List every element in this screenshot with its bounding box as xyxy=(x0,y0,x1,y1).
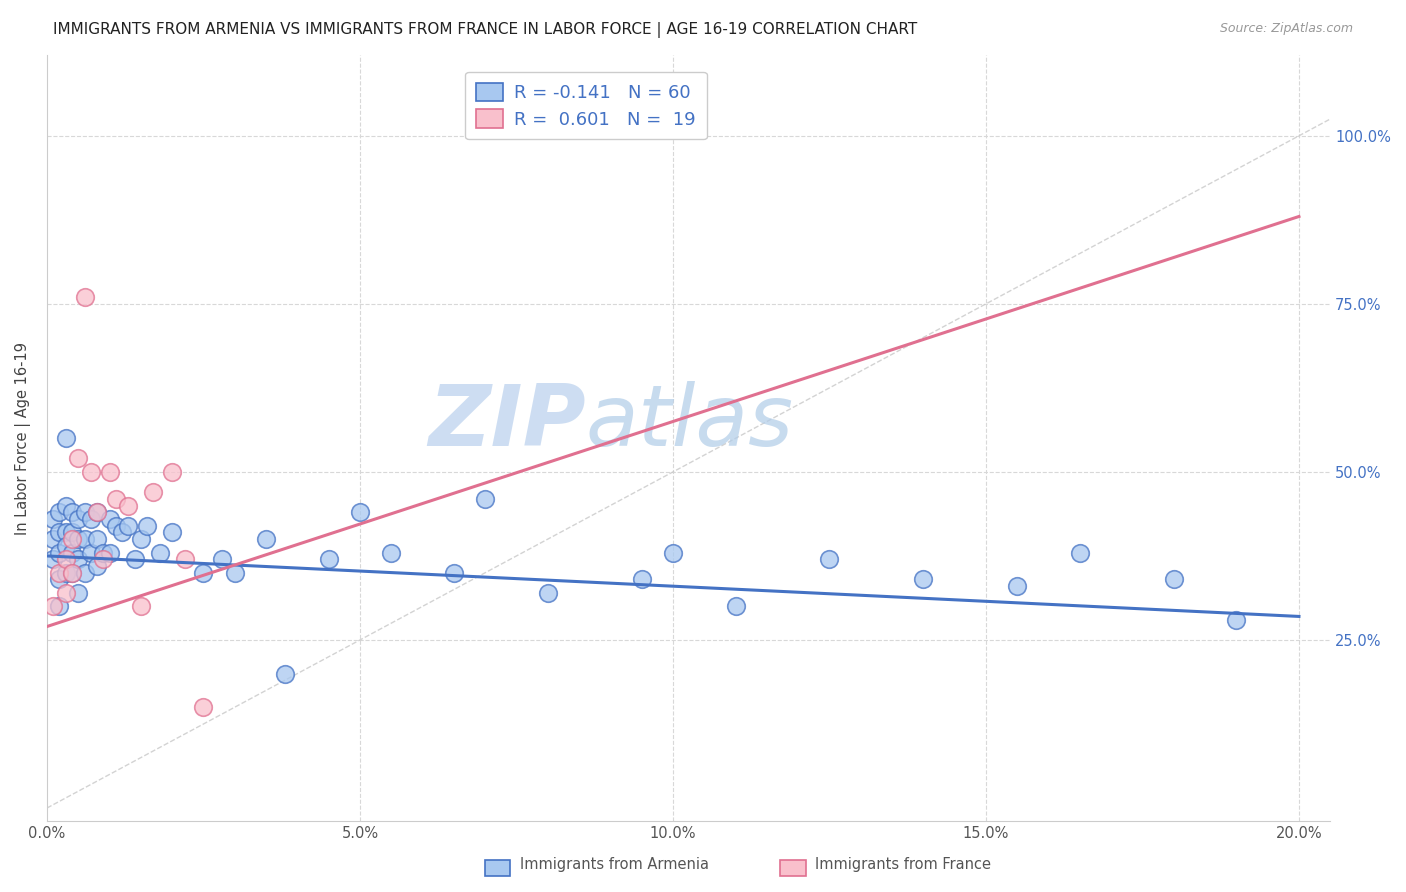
Point xyxy=(117,518,139,533)
Point xyxy=(42,512,65,526)
Point xyxy=(129,599,152,614)
Point xyxy=(193,566,215,580)
Point xyxy=(1069,545,1091,559)
Point xyxy=(537,586,560,600)
Point xyxy=(73,505,96,519)
Point xyxy=(55,566,77,580)
Point xyxy=(630,573,652,587)
Point xyxy=(662,545,685,559)
Point xyxy=(55,499,77,513)
Point xyxy=(98,465,121,479)
Point xyxy=(173,552,195,566)
Point xyxy=(67,512,90,526)
Point xyxy=(98,512,121,526)
Point xyxy=(60,532,83,546)
Text: IMMIGRANTS FROM ARMENIA VS IMMIGRANTS FROM FRANCE IN LABOR FORCE | AGE 16-19 COR: IMMIGRANTS FROM ARMENIA VS IMMIGRANTS FR… xyxy=(53,22,918,38)
Point xyxy=(91,545,114,559)
Point xyxy=(86,559,108,574)
Point xyxy=(117,499,139,513)
Point xyxy=(67,532,90,546)
Point xyxy=(55,552,77,566)
Point xyxy=(42,552,65,566)
Point xyxy=(818,552,841,566)
Point xyxy=(48,505,70,519)
Point xyxy=(1163,573,1185,587)
Point xyxy=(55,431,77,445)
Point xyxy=(160,525,183,540)
Point xyxy=(60,525,83,540)
Point xyxy=(60,545,83,559)
Point xyxy=(98,545,121,559)
Point xyxy=(380,545,402,559)
Y-axis label: In Labor Force | Age 16-19: In Labor Force | Age 16-19 xyxy=(15,342,31,535)
Point xyxy=(443,566,465,580)
Point xyxy=(124,552,146,566)
Legend: R = -0.141   N = 60, R =  0.601   N =  19: R = -0.141 N = 60, R = 0.601 N = 19 xyxy=(465,72,707,139)
Point xyxy=(318,552,340,566)
Point xyxy=(724,599,747,614)
Point xyxy=(73,566,96,580)
Point xyxy=(42,599,65,614)
Point xyxy=(73,532,96,546)
Point xyxy=(48,573,70,587)
Point xyxy=(48,599,70,614)
Point xyxy=(149,545,172,559)
Point xyxy=(142,485,165,500)
Point xyxy=(86,505,108,519)
Point xyxy=(42,532,65,546)
Point xyxy=(1225,613,1247,627)
Point xyxy=(193,700,215,714)
Point xyxy=(48,566,70,580)
Point xyxy=(48,545,70,559)
Point xyxy=(160,465,183,479)
Point xyxy=(1007,579,1029,593)
Point xyxy=(67,552,90,566)
Point xyxy=(48,525,70,540)
Point xyxy=(129,532,152,546)
Point xyxy=(86,532,108,546)
Point xyxy=(111,525,134,540)
Point xyxy=(211,552,233,566)
Point xyxy=(73,290,96,304)
Point xyxy=(91,552,114,566)
Point xyxy=(86,505,108,519)
Text: atlas: atlas xyxy=(586,382,794,465)
Point xyxy=(60,566,83,580)
Text: Immigrants from France: Immigrants from France xyxy=(815,857,991,872)
Point xyxy=(104,491,127,506)
Point xyxy=(67,586,90,600)
Point xyxy=(474,491,496,506)
Point xyxy=(55,586,77,600)
Point xyxy=(55,525,77,540)
Point xyxy=(274,666,297,681)
Point xyxy=(60,566,83,580)
Point xyxy=(136,518,159,533)
Point xyxy=(254,532,277,546)
Point xyxy=(80,545,103,559)
Point xyxy=(55,539,77,553)
Point xyxy=(349,505,371,519)
Text: Immigrants from Armenia: Immigrants from Armenia xyxy=(520,857,709,872)
Point xyxy=(60,505,83,519)
Point xyxy=(104,518,127,533)
Text: ZIP: ZIP xyxy=(429,382,586,465)
Point xyxy=(80,512,103,526)
Point xyxy=(80,465,103,479)
Point xyxy=(224,566,246,580)
Point xyxy=(67,451,90,466)
Point xyxy=(912,573,935,587)
Text: Source: ZipAtlas.com: Source: ZipAtlas.com xyxy=(1219,22,1353,36)
